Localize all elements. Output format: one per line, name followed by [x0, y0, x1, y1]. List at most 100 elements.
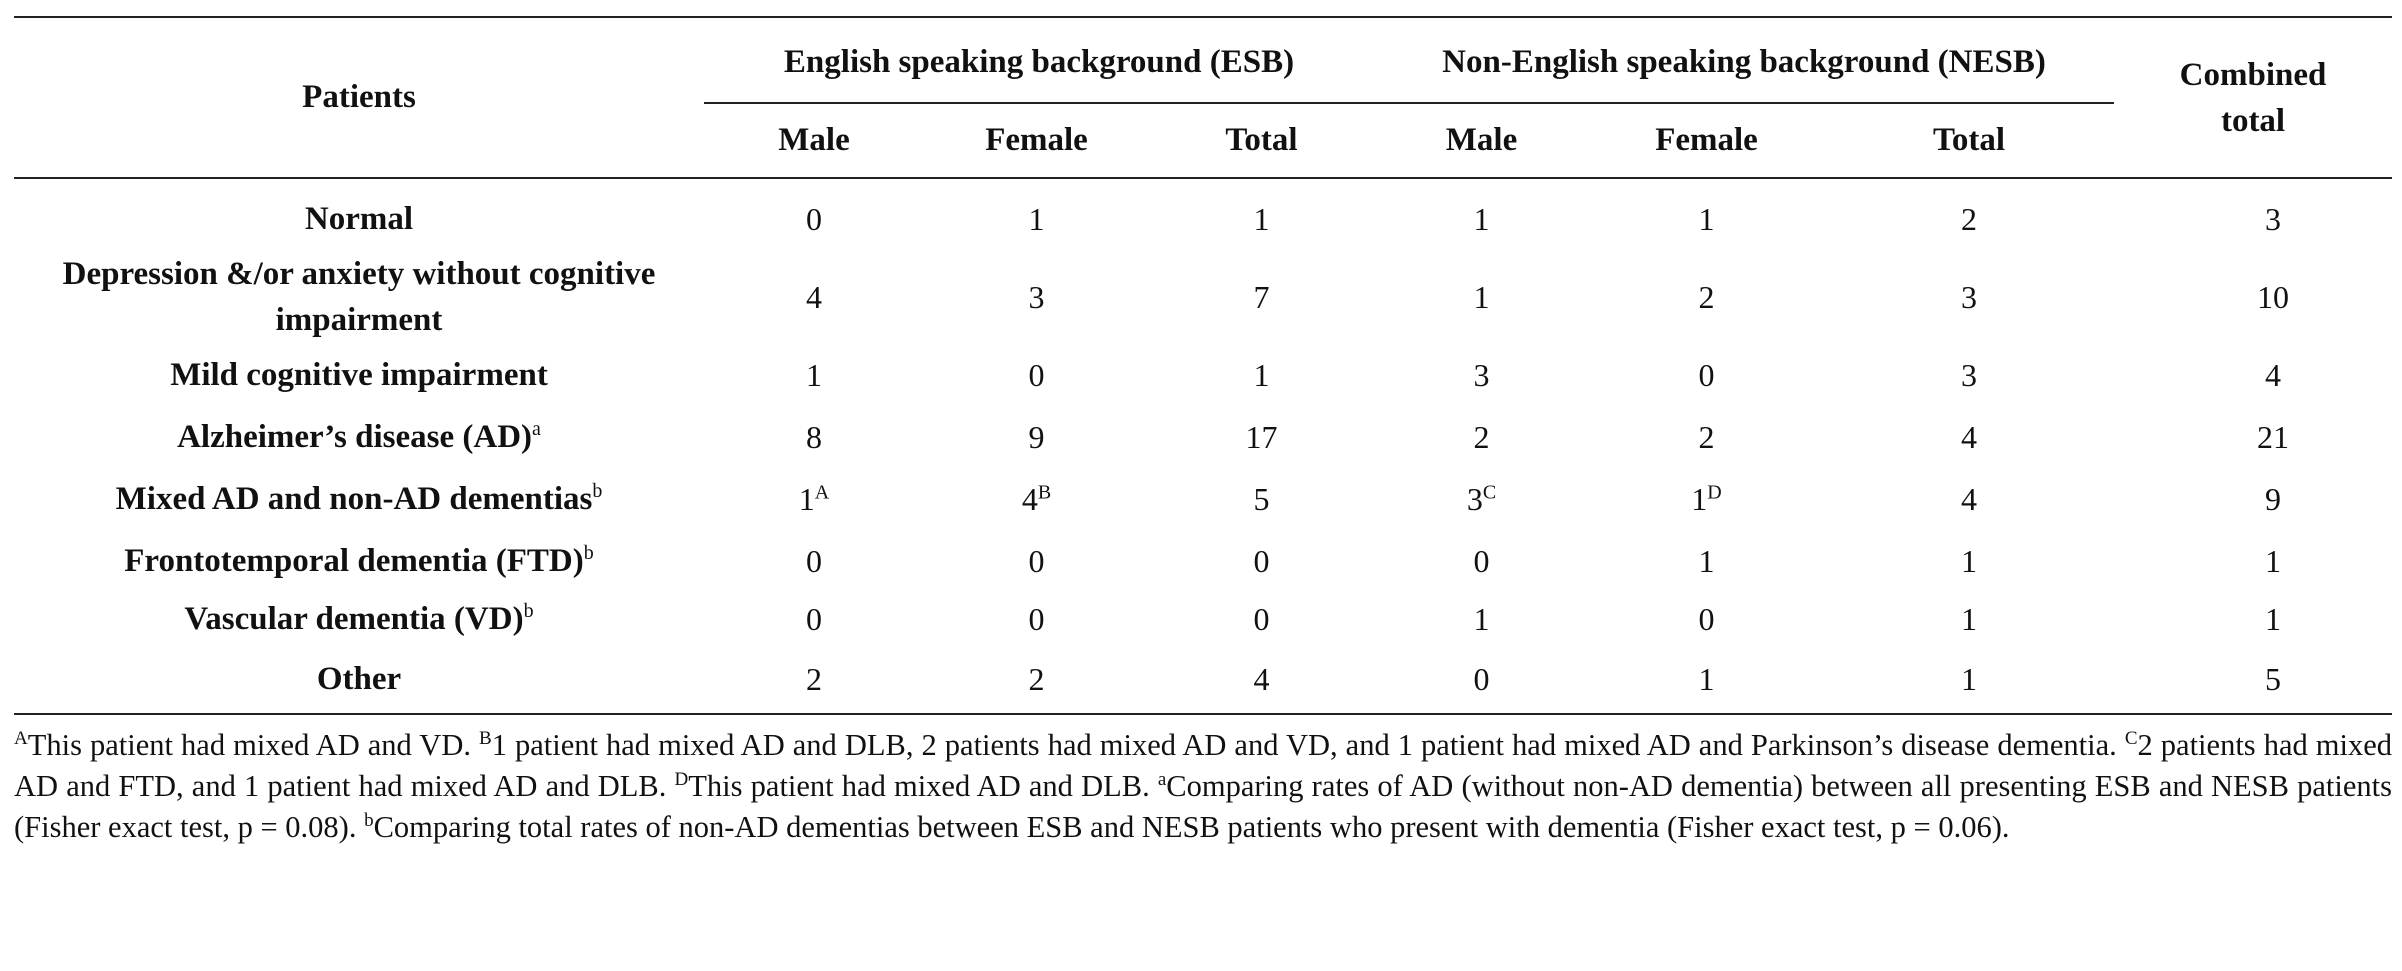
- combined-total-label: Combined total: [2179, 56, 2327, 139]
- table-cell: 3C: [1374, 463, 1589, 525]
- table-cell: 9: [2114, 463, 2392, 525]
- esb-group-header: English speaking background (ESB): [704, 17, 1374, 104]
- cell-value: 1: [1961, 600, 1978, 637]
- cell-value: 0: [1473, 660, 1490, 697]
- table-cell: 3: [1824, 245, 2114, 343]
- table-cell: 3: [1824, 343, 2114, 401]
- row-label-text: Mixed AD and non-AD dementias: [115, 481, 593, 517]
- row-label-text: Depression &/or anxiety without cognitiv…: [62, 256, 656, 338]
- cell-value: 17: [1245, 418, 1278, 455]
- table-row: Other 2 2 4 0 1 1 5: [14, 645, 2392, 713]
- table-cell: 10: [2114, 245, 2392, 343]
- cell-value: 1: [1028, 200, 1045, 237]
- row-label-text: Alzheimer’s disease (AD): [177, 419, 533, 455]
- row-label: Vascular dementia (VD)b: [14, 587, 704, 645]
- cell-value: 4: [1961, 418, 1978, 455]
- row-label-text: Normal: [304, 201, 414, 237]
- cell-value: 3: [1961, 278, 1978, 315]
- row-label-footnote-mark: b: [592, 480, 603, 502]
- cell-value: 1: [1253, 200, 1270, 237]
- table-row: Mixed AD and non-AD dementiasb 1A 4B 5 3C 1D 4…: [14, 463, 2392, 525]
- footnote-text: 2 patients had mixed AD and FTD, and 1 p…: [14, 728, 2393, 803]
- table-cell: 1: [1374, 178, 1589, 245]
- cell-value: 1: [1961, 660, 1978, 697]
- table-cell: 1: [2114, 525, 2392, 587]
- table-row: Alzheimer’s disease (AD)a 8 9 17 2 2 4 21: [14, 401, 2392, 463]
- cell-value: 3: [1473, 356, 1490, 393]
- table-cell: 21: [2114, 401, 2392, 463]
- table-header: Patients English speaking background (ES…: [14, 17, 2393, 179]
- cell-value: 10: [2257, 278, 2290, 315]
- table-cell: 0: [704, 525, 924, 587]
- footnote-mark: a: [1157, 768, 1167, 790]
- row-label-text: Frontotemporal dementia (FTD): [124, 543, 584, 579]
- table-cell: 2: [1824, 178, 2114, 245]
- row-label: Other: [14, 645, 704, 713]
- table-cell: 3: [924, 245, 1149, 343]
- footnote-mark: A: [14, 727, 28, 749]
- footnote: DThis patient had mixed AD and DLB.: [675, 769, 1158, 803]
- patients-column-header: Patients: [14, 17, 704, 179]
- row-label-footnote-mark: b: [523, 600, 534, 622]
- table-cell: 2: [1589, 401, 1824, 463]
- cell-value: 2: [806, 660, 822, 697]
- cell-value: 2: [1961, 200, 1978, 237]
- cell-footnote-mark: A: [814, 480, 830, 503]
- cell-value: 4: [806, 278, 822, 315]
- table-row: Vascular dementia (VD)b 0 0 0 1 0 1 1: [14, 587, 2392, 645]
- cell-value: 5: [1253, 480, 1270, 517]
- footnote: bComparing total rates of non-AD dementi…: [364, 810, 2009, 844]
- cell-value: 7: [1253, 278, 1270, 315]
- table-cell: 1: [1149, 343, 1374, 401]
- cell-value: 1: [1473, 278, 1490, 315]
- cell-value: 4: [1021, 480, 1038, 517]
- table-cell: 1: [924, 178, 1149, 245]
- row-label: Frontotemporal dementia (FTD)b: [14, 525, 704, 587]
- cell-value: 0: [1028, 542, 1045, 579]
- cell-value: 3: [1466, 480, 1483, 517]
- table-cell: 0: [1149, 525, 1374, 587]
- cell-value: 0: [1253, 542, 1270, 579]
- cell-value: 2: [1698, 418, 1715, 455]
- table-body: Normal 0 1 1 1 1 2 3 Depression &/or anxiety wit…: [14, 178, 2392, 713]
- cell-value: 5: [2265, 660, 2282, 697]
- cell-value: 0: [806, 600, 822, 637]
- table-cell: 1A: [704, 463, 924, 525]
- table-cell: 2: [704, 645, 924, 713]
- cell-value: 0: [806, 542, 822, 579]
- row-label: Mild cognitive impairment: [14, 343, 704, 401]
- cell-footnote-mark: C: [1482, 480, 1497, 503]
- table-cell: 1: [1589, 178, 1824, 245]
- patients-table: Patients English speaking background (ES…: [14, 16, 2393, 713]
- table-cell: 1: [1374, 245, 1589, 343]
- table-cell: 4: [1824, 463, 2114, 525]
- footnotes: AThis patient had mixed AD and VD. B1 pa…: [14, 715, 2392, 848]
- table-cell: 0: [924, 343, 1149, 401]
- cell-value: 1: [1961, 542, 1978, 579]
- footnote: C2 patients had mixed AD and FTD, and 1 …: [14, 728, 2392, 803]
- row-label-footnote-mark: a: [532, 418, 541, 440]
- cell-value: 2: [1698, 278, 1715, 315]
- subheader-nesb-male: Male: [1374, 103, 1589, 179]
- subheader-nesb-total: Total: [1824, 103, 2115, 179]
- cell-value: 3: [1028, 278, 1045, 315]
- subheader-nesb-female: Female: [1589, 103, 1824, 179]
- cell-value: 1: [798, 480, 815, 517]
- footnote-mark: b: [364, 809, 374, 831]
- table-cell: 7: [1149, 245, 1374, 343]
- cell-value: 1: [2265, 600, 2282, 637]
- cell-value: 1: [1698, 660, 1715, 697]
- subheader-esb-male: Male: [704, 103, 924, 179]
- cell-value: 8: [806, 418, 822, 455]
- row-label: Normal: [14, 178, 704, 245]
- cell-value: 0: [1698, 356, 1715, 393]
- cell-footnote-mark: B: [1037, 480, 1052, 503]
- footnote: B1 patient had mixed AD and DLB, 2 patie…: [479, 728, 2125, 762]
- cell-value: 0: [806, 200, 822, 237]
- table-cell: 0: [1149, 587, 1374, 645]
- table-cell: 3: [1374, 343, 1589, 401]
- table-cell: 0: [924, 525, 1149, 587]
- subheader-row: Male Female Total Male Female Total: [14, 103, 2392, 179]
- table-cell: 4: [2114, 343, 2392, 401]
- table-cell: 0: [1589, 343, 1824, 401]
